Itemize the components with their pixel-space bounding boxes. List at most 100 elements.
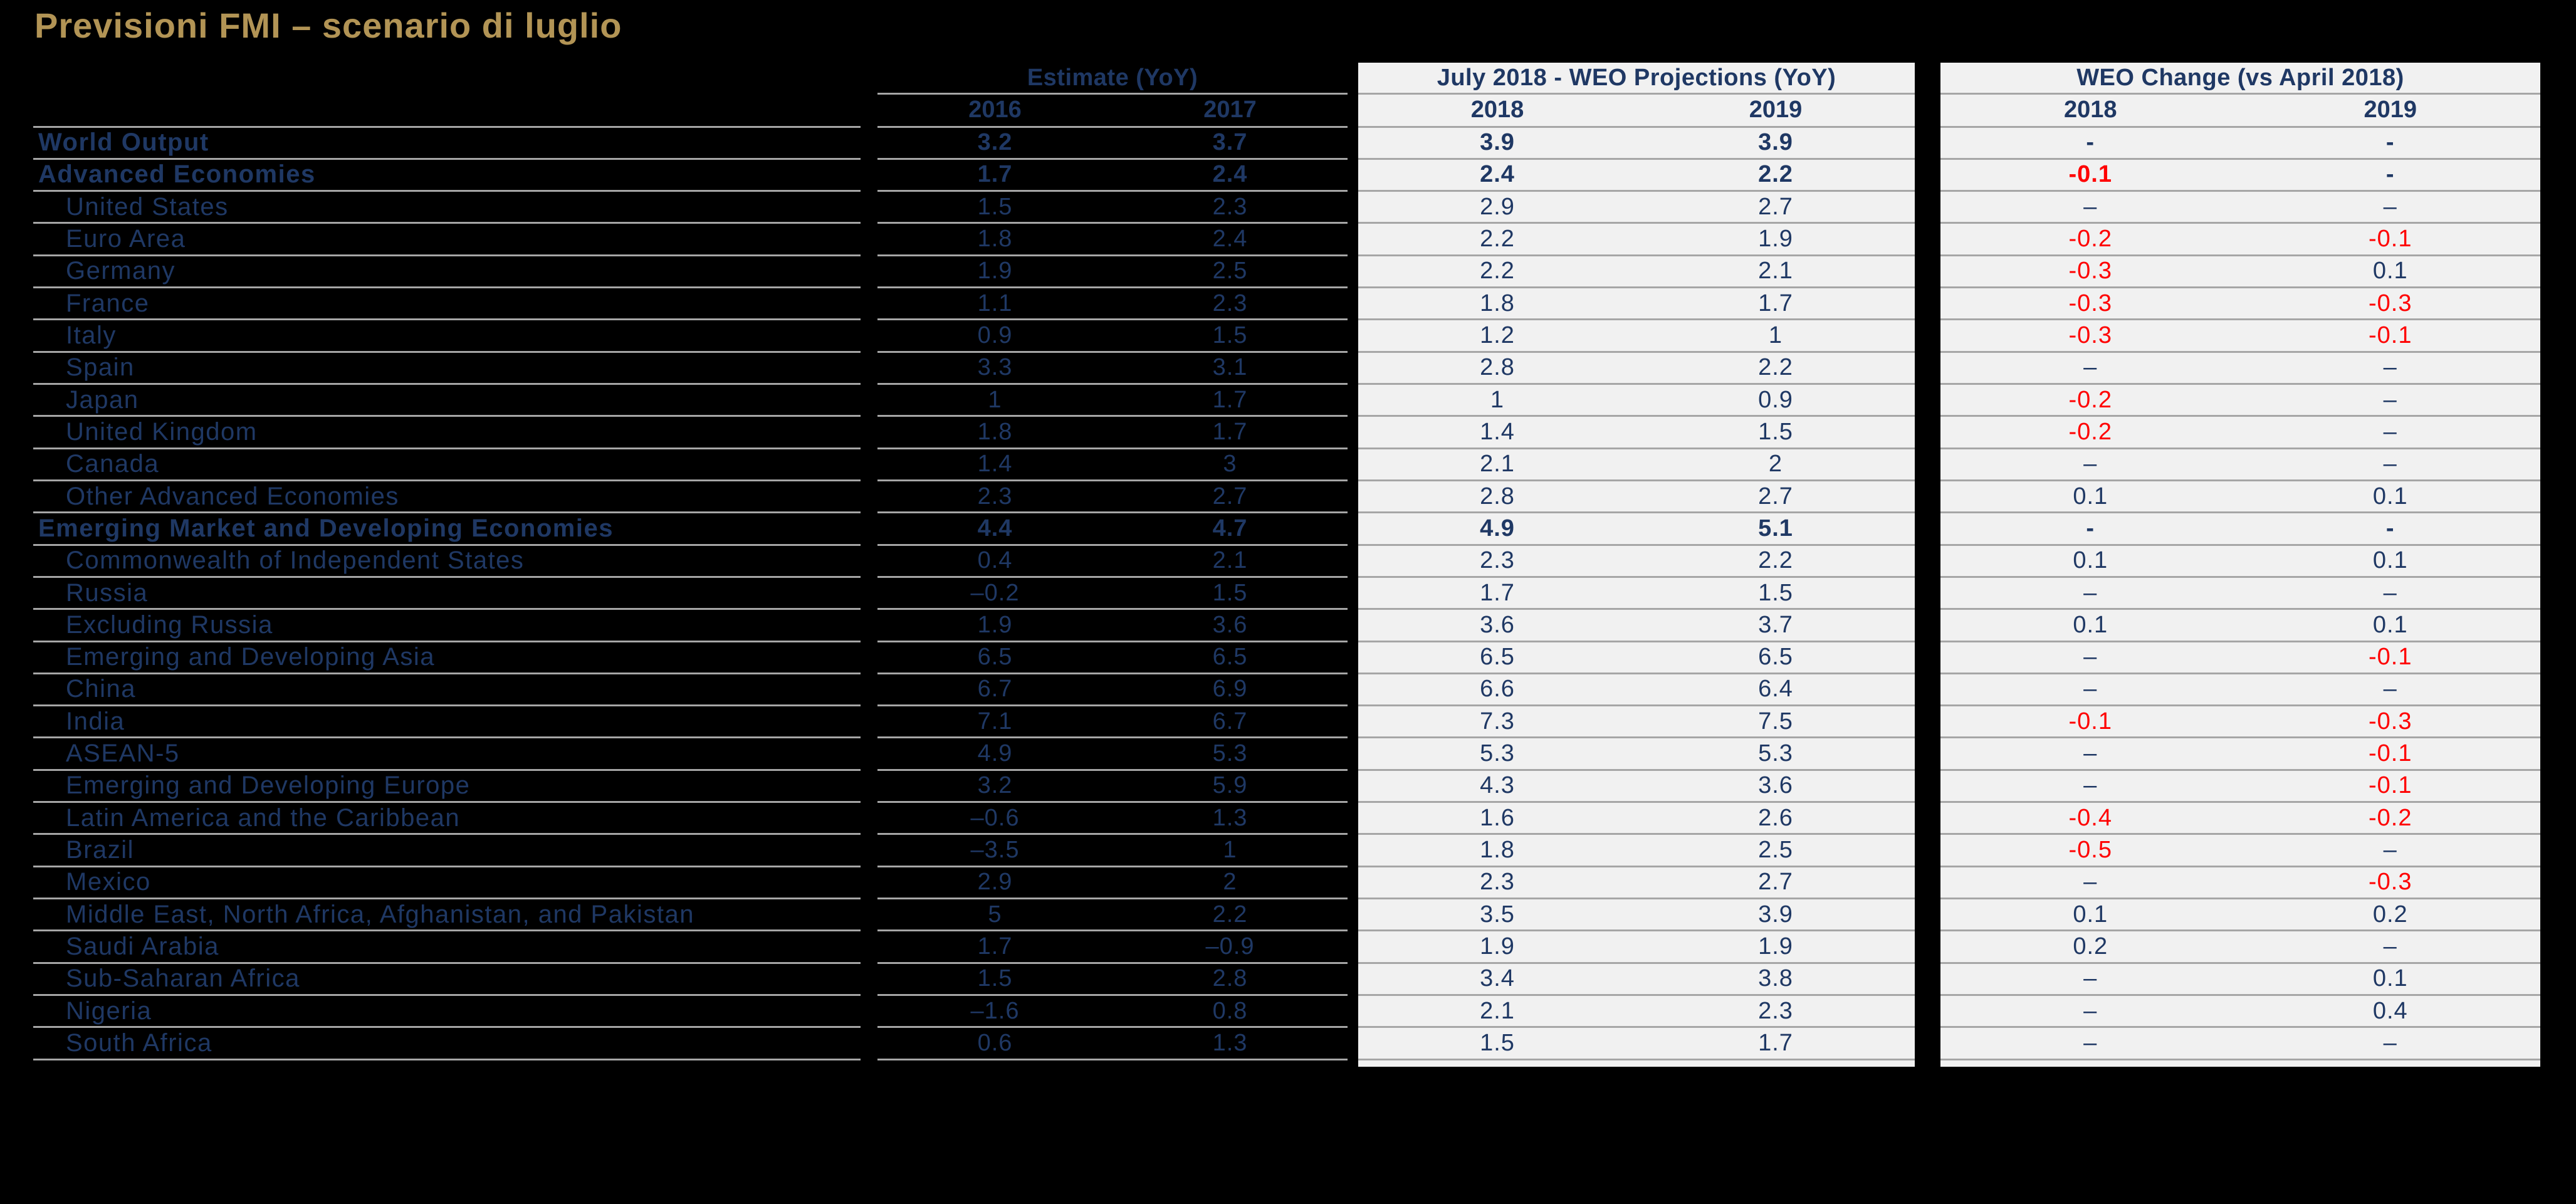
projection-2018-cell: 4.9 bbox=[1480, 515, 1515, 542]
estimate-2017-cell: –0.9 bbox=[1205, 933, 1255, 960]
row-label: Nigeria bbox=[66, 997, 152, 1025]
projection-2018-cell: 3.6 bbox=[1480, 611, 1515, 638]
table-row-values: 2.9 2 bbox=[877, 867, 1348, 899]
projection-2018-cell: 1.5 bbox=[1480, 1029, 1515, 1056]
change-2019-cell: 0.1 bbox=[2372, 547, 2408, 574]
table-row-values: 1.7 –0.9 bbox=[877, 931, 1348, 964]
row-label: Japan bbox=[66, 385, 139, 414]
change-2018-cell: – bbox=[2083, 354, 2098, 381]
table-row-values: – -0.3 bbox=[1940, 867, 2540, 899]
july-year-2018: 2018 bbox=[1470, 97, 1524, 123]
table-row-values: 1.5 2.8 bbox=[877, 964, 1348, 996]
change-2018-cell: 0.1 bbox=[2073, 483, 2108, 510]
estimate-2016-cell: 3.2 bbox=[977, 129, 1013, 156]
estimate-2017-cell: 2.3 bbox=[1212, 193, 1248, 220]
estimate-2016-cell: 1.1 bbox=[977, 290, 1013, 317]
row-label: Saudi Arabia bbox=[66, 932, 219, 960]
weo-year-2019: 2019 bbox=[2364, 97, 2417, 123]
table-row-values: – – bbox=[1940, 449, 2540, 481]
table-row-label: Spain bbox=[33, 353, 861, 385]
table-row-values: 1.9 3.6 bbox=[877, 610, 1348, 642]
table-row-values: 0.1 0.1 bbox=[1940, 546, 2540, 578]
weo-change-panel: WEO Change (vs April 2018) 2018 2019 ---… bbox=[1940, 63, 2540, 1067]
table-row-values: 7.1 6.7 bbox=[877, 706, 1348, 739]
projection-2019-cell: 1 bbox=[1768, 322, 1783, 349]
table-row-values: 1.2 1 bbox=[1358, 320, 1915, 353]
table-row-values: -0.3 -0.3 bbox=[1940, 288, 2540, 321]
row-label: China bbox=[66, 675, 137, 703]
estimate-2016-cell: 0.9 bbox=[977, 322, 1013, 349]
table-row-values: 3.5 3.9 bbox=[1358, 899, 1915, 932]
change-2018-cell: - bbox=[2086, 129, 2095, 156]
change-2018-cell: – bbox=[2083, 740, 2098, 767]
estimate-2017-cell: 3.1 bbox=[1212, 354, 1248, 381]
table-row-values: 2.2 1.9 bbox=[1358, 224, 1915, 256]
table-row-values: –1.6 0.8 bbox=[877, 996, 1348, 1029]
table-row-values: 1 0.9 bbox=[1358, 385, 1915, 417]
estimate-2017-cell: 1.5 bbox=[1212, 579, 1248, 606]
table-row-label: United Kingdom bbox=[33, 417, 861, 449]
table-row-values: 4.4 4.7 bbox=[877, 513, 1348, 546]
table-row-label: Saudi Arabia bbox=[33, 931, 861, 964]
projection-2019-cell: 2.6 bbox=[1758, 804, 1793, 831]
change-2018-cell: -0.1 bbox=[2068, 708, 2112, 735]
row-label: Middle East, North Africa, Afghanistan, … bbox=[66, 900, 694, 928]
change-2018-cell: -0.1 bbox=[2068, 161, 2112, 188]
estimate-year-2017: 2017 bbox=[1203, 97, 1257, 123]
table-row-values: – 0.1 bbox=[1940, 964, 2540, 996]
table-row-values: -0.2 – bbox=[1940, 385, 2540, 417]
table-row-values: 1.8 2.5 bbox=[1358, 835, 1915, 867]
table-row-values: – -0.1 bbox=[1940, 738, 2540, 771]
estimate-header-group: Estimate (YoY) 2016 2017 bbox=[877, 63, 1348, 128]
projection-2018-cell: 1.7 bbox=[1480, 579, 1515, 606]
estimate-2016-cell: 1.4 bbox=[977, 451, 1013, 478]
table-row-values: 3.4 3.8 bbox=[1358, 964, 1915, 996]
table-row-label: Canada bbox=[33, 449, 861, 481]
estimate-2017-cell: 2.1 bbox=[1212, 547, 1248, 574]
change-2018-cell: – bbox=[2083, 451, 2098, 478]
table-row-values: 4.3 3.6 bbox=[1358, 771, 1915, 804]
table-row-label: Euro Area bbox=[33, 224, 861, 256]
change-2019-cell: – bbox=[2383, 193, 2397, 220]
projection-2019-cell: 3.9 bbox=[1758, 129, 1793, 156]
row-label: Emerging and Developing Europe bbox=[66, 772, 471, 800]
estimate-2017-cell: 6.7 bbox=[1212, 708, 1248, 735]
table-row-label: Germany bbox=[33, 256, 861, 289]
row-label: Commonwealth of Independent States bbox=[66, 547, 525, 575]
projection-2019-cell: 2.5 bbox=[1758, 837, 1793, 864]
row-label: Latin America and the Caribbean bbox=[66, 804, 461, 832]
table-row-values: -0.2 – bbox=[1940, 417, 2540, 449]
row-label: India bbox=[66, 707, 125, 735]
table-row-values: –0.6 1.3 bbox=[877, 803, 1348, 835]
change-2018-cell: - bbox=[2086, 515, 2095, 542]
estimate-2016-cell: –1.6 bbox=[970, 997, 1020, 1024]
estimate-2016-cell: –3.5 bbox=[970, 837, 1020, 864]
table-row-label: Russia bbox=[33, 578, 861, 610]
estimate-2016-cell: 6.7 bbox=[977, 676, 1013, 703]
estimate-2016-cell: 1.7 bbox=[977, 161, 1013, 188]
change-2019-cell: 0.1 bbox=[2372, 965, 2408, 992]
table-row-values: 2.1 2.3 bbox=[1358, 996, 1915, 1029]
july-year-2019: 2019 bbox=[1749, 97, 1803, 123]
estimate-value-column: 3.2 3.7 1.7 2.4 1.5 2.3 1.8 2.4 1.9 2.5 1.1 2.3 0.9 1… bbox=[877, 128, 1348, 1060]
change-2018-cell: 0.1 bbox=[2073, 547, 2108, 574]
change-2019-cell: 0.1 bbox=[2372, 611, 2408, 638]
estimate-2017-cell: 2.8 bbox=[1212, 965, 1248, 992]
estimate-2017-cell: 1.5 bbox=[1212, 322, 1248, 349]
table-row-values: 3.2 5.9 bbox=[877, 771, 1348, 804]
row-label: Other Advanced Economies bbox=[66, 482, 399, 510]
change-2019-cell: 0.2 bbox=[2372, 901, 2408, 928]
table-row-values: 2.3 2.7 bbox=[1358, 867, 1915, 899]
estimate-2016-cell: 4.4 bbox=[977, 515, 1013, 542]
change-2019-cell: - bbox=[2385, 129, 2395, 156]
projection-2019-cell: 3.7 bbox=[1758, 611, 1793, 638]
projection-2018-cell: 2.2 bbox=[1480, 226, 1515, 253]
table-row-values: 5.3 5.3 bbox=[1358, 738, 1915, 771]
change-2019-cell: 0.4 bbox=[2372, 997, 2408, 1024]
row-label: Mexico bbox=[66, 868, 151, 896]
table-row-values: 2.2 2.1 bbox=[1358, 256, 1915, 289]
estimate-2017-cell: 0.8 bbox=[1212, 997, 1248, 1024]
projection-2019-cell: 1.7 bbox=[1758, 1029, 1793, 1056]
estimate-2016-cell: 6.5 bbox=[977, 644, 1013, 671]
change-2019-cell: – bbox=[2383, 676, 2397, 703]
